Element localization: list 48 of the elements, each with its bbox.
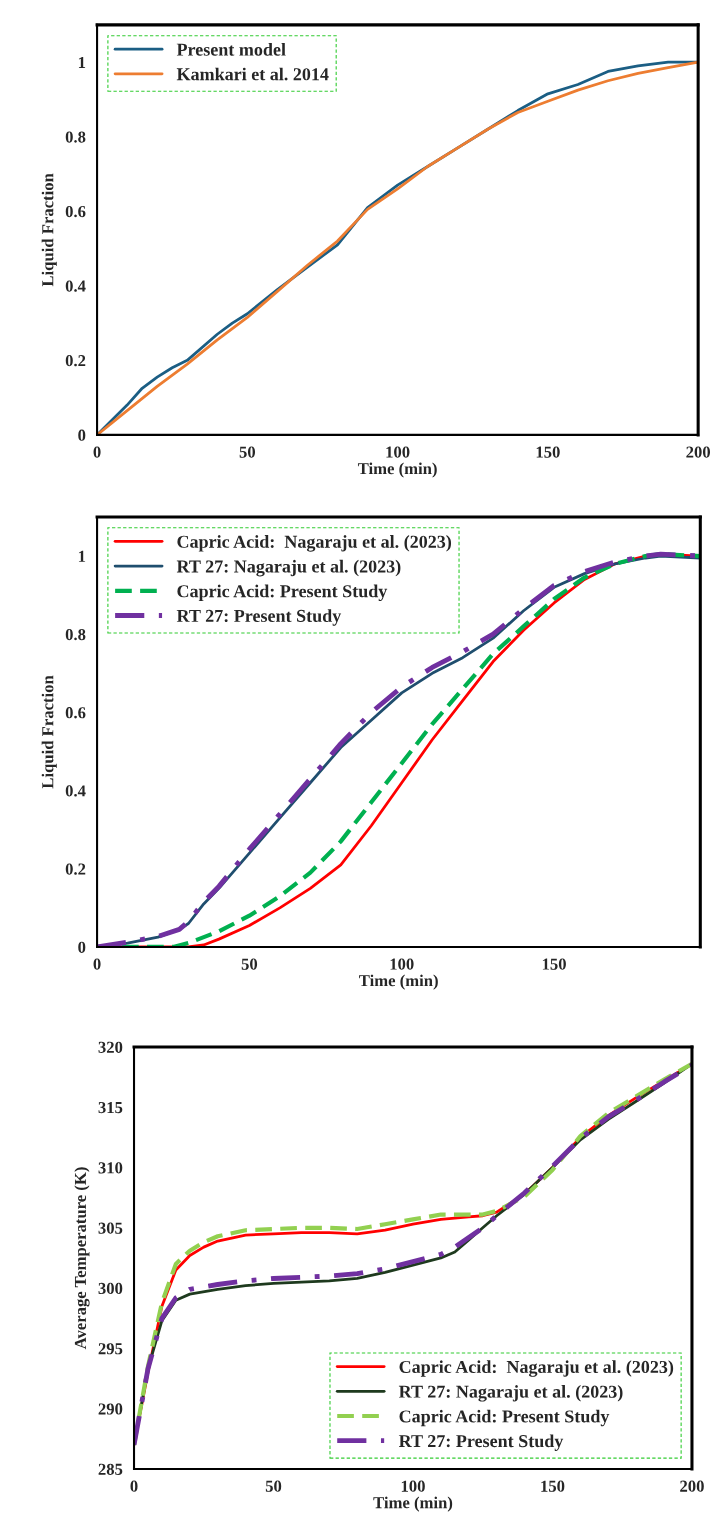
y-tick-label: 0.6 xyxy=(65,205,86,218)
legend-label: RT 27: Present Study xyxy=(398,1434,564,1451)
y-tick-label: 320 xyxy=(98,1041,123,1053)
y-tick-label: 310 xyxy=(98,1162,123,1174)
y-axis-title: Liquid Fraction xyxy=(41,675,57,789)
legend-label: Kamkari et al. 2014 xyxy=(176,67,329,81)
x-axis-title: Time (min) xyxy=(357,462,437,478)
x-tick-label: 200 xyxy=(680,1480,704,1492)
y-tick-label: 0.6 xyxy=(65,707,86,719)
y-tick-label: 315 xyxy=(98,1101,123,1114)
legend-label: Capric Acid: Present Study xyxy=(399,1409,610,1427)
y-tick-label: 300 xyxy=(98,1282,123,1295)
x-axis-title: Time (min) xyxy=(373,1496,453,1512)
y-tick-label: 0.8 xyxy=(65,131,86,143)
x-axis-title: Time (min) xyxy=(359,974,438,990)
y-axis-title: Liquid Fraction xyxy=(41,173,57,287)
y-tick-label: 0.4 xyxy=(65,785,86,797)
legend-label: Capric Acid: Nagaraju et al. (2023) xyxy=(399,1360,674,1377)
y-tick-label: 295 xyxy=(98,1343,123,1355)
x-tick-label: 50 xyxy=(239,446,256,458)
y-tick-label: 1 xyxy=(78,550,86,562)
y-tick-label: 285 xyxy=(98,1463,123,1475)
x-tick-label: 100 xyxy=(390,958,414,970)
y-tick-label: 0.4 xyxy=(65,280,86,292)
x-tick-label: 150 xyxy=(536,446,560,458)
x-tick-label: 50 xyxy=(241,958,258,970)
x-tick-label: 0 xyxy=(130,1480,138,1492)
y-tick-label: 290 xyxy=(98,1403,123,1415)
legend-label: Present model xyxy=(176,43,286,56)
legend-label: RT 27: Present Study xyxy=(176,609,342,626)
y-tick-label: 0.2 xyxy=(65,355,86,367)
x-tick-label: 100 xyxy=(386,446,410,458)
y-tick-label: 0.8 xyxy=(65,628,86,641)
y-tick-label: 0 xyxy=(78,941,86,953)
legend-label: Capric Acid: Present Study xyxy=(177,584,388,602)
y-tick-label: 1 xyxy=(78,56,86,68)
x-tick-label: 100 xyxy=(401,1480,425,1492)
x-tick-label: 200 xyxy=(686,446,711,458)
y-tick-label: 0 xyxy=(78,429,86,441)
legend-label: RT 27: Nagaraju et al. (2023) xyxy=(398,1385,623,1402)
y-tick-label: 305 xyxy=(98,1222,123,1234)
x-tick-label: 150 xyxy=(542,958,566,970)
x-tick-label: 50 xyxy=(265,1480,282,1492)
y-tick-label: 0.2 xyxy=(65,863,86,875)
legend-label: RT 27: Nagaraju et al. (2023) xyxy=(176,559,401,577)
legend-label: Capric Acid: Nagaraju et al. (2023) xyxy=(177,535,452,552)
y-axis-title: Average Temperature (K) xyxy=(74,1167,90,1350)
x-tick-label: 150 xyxy=(541,1480,565,1492)
